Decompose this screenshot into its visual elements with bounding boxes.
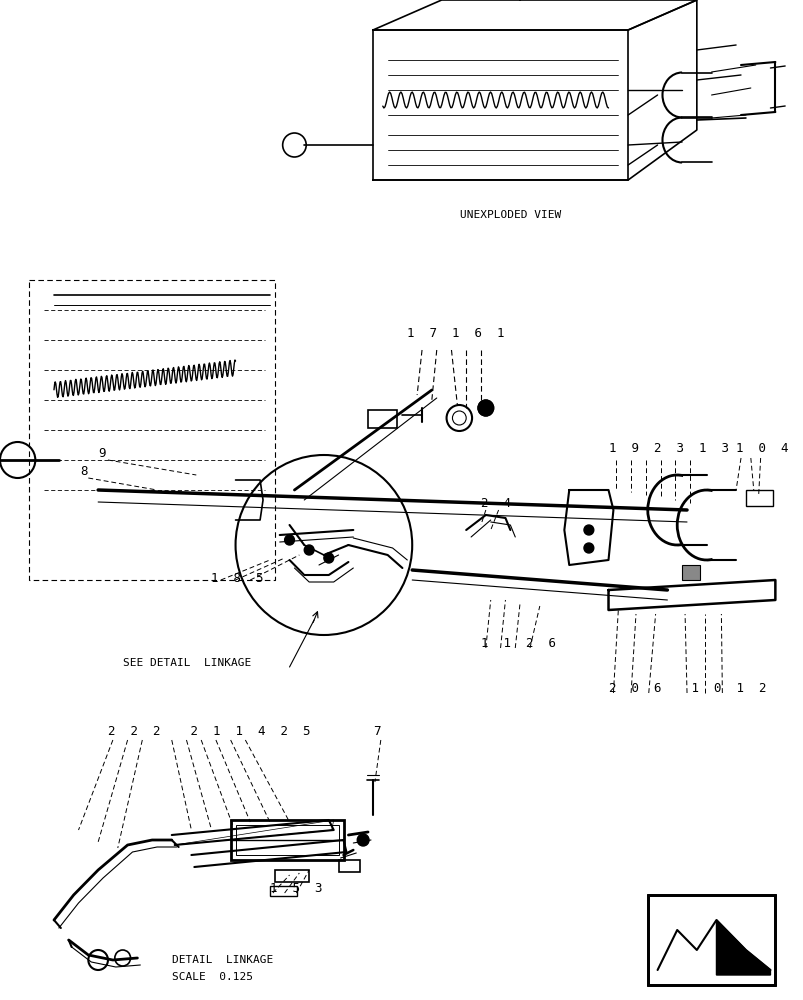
Bar	[368, 410, 397, 428]
Bar	[275, 870, 309, 882]
Circle shape	[477, 400, 493, 416]
Bar	[270, 886, 297, 896]
Bar	[338, 860, 360, 872]
Polygon shape	[715, 920, 769, 975]
Text: 2  0  6    1  0  1  2: 2 0 6 1 0 1 2	[608, 682, 765, 695]
Circle shape	[324, 553, 333, 563]
Text: 1  1  2  6: 1 1 2 6	[480, 637, 555, 650]
Text: 1  0  4: 1 0 4	[736, 442, 788, 455]
Text: 7: 7	[373, 725, 380, 738]
Bar	[230, 820, 343, 860]
Bar	[745, 490, 772, 506]
Text: 2  2  2    2  1  1  4  2  5: 2 2 2 2 1 1 4 2 5	[108, 725, 310, 738]
Bar	[681, 565, 699, 580]
Text: UNEXPLODED VIEW: UNEXPLODED VIEW	[459, 210, 560, 220]
Text: 9: 9	[98, 447, 105, 460]
Circle shape	[583, 525, 593, 535]
Text: 1  7  1  6  1: 1 7 1 6 1	[407, 327, 504, 340]
Circle shape	[357, 834, 369, 846]
Text: 1  5  3: 1 5 3	[270, 882, 322, 895]
Text: 2  4: 2 4	[480, 497, 510, 510]
Text: DETAIL  LINKAGE: DETAIL LINKAGE	[172, 955, 273, 965]
Bar	[235, 825, 338, 855]
Text: 1  9  2  3  1  3: 1 9 2 3 1 3	[608, 442, 728, 455]
Text: 1  8  5: 1 8 5	[210, 572, 263, 585]
Bar	[647, 895, 774, 985]
Circle shape	[304, 545, 314, 555]
Text: 8: 8	[80, 465, 88, 478]
Text: SEE DETAIL  LINKAGE: SEE DETAIL LINKAGE	[123, 658, 251, 668]
Text: SCALE  0.125: SCALE 0.125	[172, 972, 252, 982]
Circle shape	[583, 543, 593, 553]
Circle shape	[284, 535, 294, 545]
